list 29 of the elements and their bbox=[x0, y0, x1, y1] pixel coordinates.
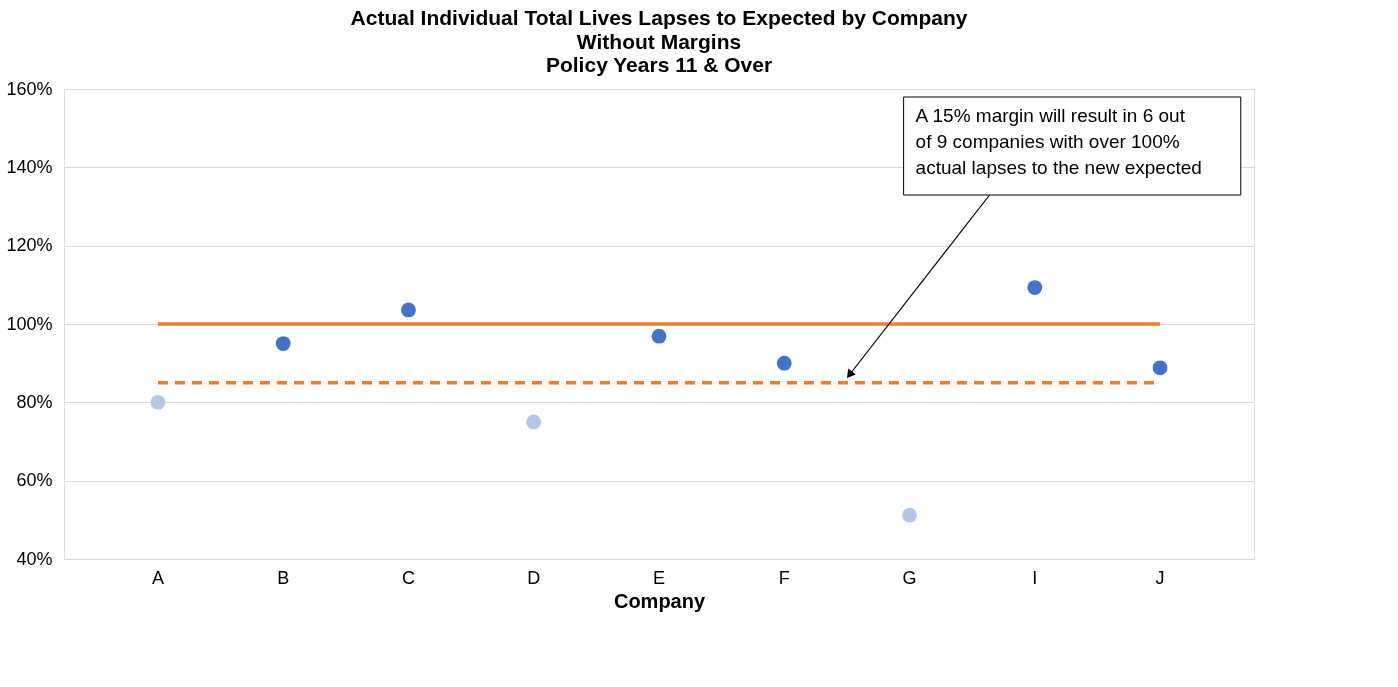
chart-title: Actual Individual Total Lives Lapses to Expected by Company bbox=[350, 6, 968, 29]
y-tick-label: 60% bbox=[16, 470, 53, 491]
x-tick-label: B bbox=[277, 567, 290, 588]
x-tick-label: C bbox=[401, 567, 415, 588]
x-tick-label: J bbox=[1155, 567, 1165, 588]
y-tick-label: 80% bbox=[16, 391, 53, 412]
point bbox=[776, 355, 792, 371]
x-tick-label: F bbox=[778, 567, 790, 588]
y-tick-label: 100% bbox=[6, 313, 53, 334]
x-tick-label: E bbox=[652, 567, 666, 588]
point bbox=[1152, 360, 1168, 376]
x-tick-label: A bbox=[151, 567, 164, 588]
y-tick-label: 140% bbox=[6, 156, 53, 177]
x-tick-label: D bbox=[527, 567, 541, 588]
x-axis-title: Company bbox=[613, 589, 706, 612]
x-tick-label: I bbox=[1032, 567, 1038, 588]
y-tick-label: 160% bbox=[6, 78, 53, 99]
y-tick-label: 40% bbox=[16, 548, 53, 569]
point bbox=[902, 507, 917, 523]
point bbox=[651, 328, 667, 344]
point bbox=[526, 414, 542, 430]
point bbox=[1027, 280, 1043, 295]
point bbox=[401, 302, 416, 318]
x-tick-label: G bbox=[902, 567, 917, 588]
y-tick-label: 120% bbox=[6, 235, 53, 256]
annotation: A 15% margin will result in 6 out of 9 companies with over 100% actual lapses to the new expected bbox=[915, 105, 1202, 178]
point bbox=[150, 394, 166, 410]
point bbox=[275, 336, 291, 351]
chart-subtitle: Without Margins Policy Years 11 & Over bbox=[545, 30, 773, 76]
